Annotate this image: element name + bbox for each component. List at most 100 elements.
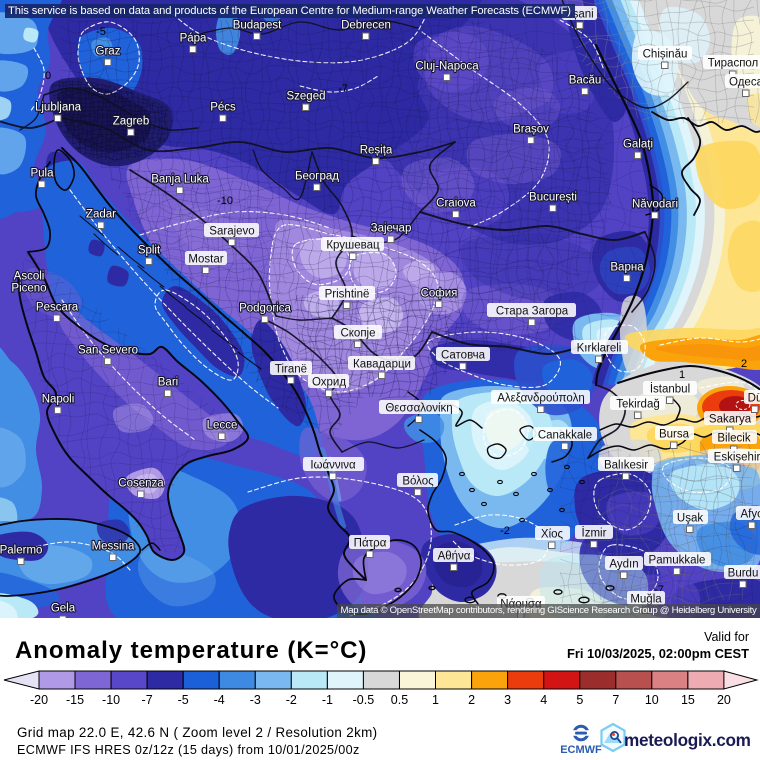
svg-text:10: 10 <box>645 693 659 707</box>
svg-text:София: София <box>421 288 458 300</box>
svg-text:Зајечар: Зајечар <box>371 223 412 235</box>
svg-text:Gela: Gela <box>51 603 76 615</box>
svg-text:Uşak: Uşak <box>677 513 703 525</box>
svg-text:Одеса: Одеса <box>729 77 760 89</box>
svg-text:Стара Загора: Стара Загора <box>496 306 569 318</box>
svg-text:Podgorica: Podgorica <box>239 303 291 315</box>
svg-text:Lecce: Lecce <box>207 420 238 432</box>
svg-text:Eskişehir: Eskişehir <box>714 452 760 464</box>
svg-text:Messina: Messina <box>92 541 135 553</box>
svg-text:0: 0 <box>45 70 51 82</box>
svg-text:Крушевац: Крушевац <box>326 240 380 252</box>
svg-text:1: 1 <box>432 693 439 707</box>
svg-text:Bari: Bari <box>158 377 178 389</box>
svg-text:Muğla: Muğla <box>630 594 662 606</box>
svg-text:0.5: 0.5 <box>391 693 408 707</box>
svg-text:Sarajevo: Sarajevo <box>209 226 254 238</box>
svg-text:Ιωάννινα: Ιωάννινα <box>310 460 356 472</box>
svg-text:Охрид: Охрид <box>312 377 346 389</box>
svg-text:Banja Luka: Banja Luka <box>151 174 209 186</box>
svg-text:Χίος: Χίος <box>541 529 564 541</box>
svg-text:ECMWF: ECMWF <box>560 744 602 756</box>
svg-text:2: 2 <box>468 693 475 707</box>
svg-text:Αλεξανδρούπολη: Αλεξανδρούπολη <box>497 393 585 405</box>
svg-text:Sakarya: Sakarya <box>709 414 752 426</box>
svg-text:Cluj-Napoca: Cluj-Napoca <box>415 61 479 73</box>
svg-text:Pécs: Pécs <box>210 102 236 114</box>
svg-text:Reșița: Reșița <box>360 145 393 157</box>
svg-text:Πάτρα: Πάτρα <box>354 538 387 550</box>
svg-text:Napoli: Napoli <box>42 394 75 406</box>
svg-text:İzmir: İzmir <box>582 527 607 540</box>
svg-text:Galați: Galați <box>623 139 653 151</box>
svg-text:meteologix.com: meteologix.com <box>624 730 751 750</box>
svg-text:İstanbul: İstanbul <box>650 383 690 396</box>
svg-text:Craiova: Craiova <box>436 198 476 210</box>
svg-text:-7: -7 <box>654 584 664 596</box>
svg-text:-1: -1 <box>322 693 333 707</box>
svg-text:Bursa: Bursa <box>659 429 690 441</box>
svg-text:Kırklareli: Kırklareli <box>577 343 622 355</box>
svg-text:San Severo: San Severo <box>78 345 138 357</box>
svg-text:Dü: Dü <box>748 393 760 405</box>
svg-text:Szeged: Szeged <box>286 91 325 103</box>
svg-text:-5: -5 <box>96 26 106 38</box>
svg-text:Скопје: Скопје <box>340 328 375 340</box>
svg-text:20: 20 <box>717 693 731 707</box>
svg-text:Palermo: Palermo <box>0 545 42 557</box>
svg-text:-2: -2 <box>286 693 297 707</box>
svg-text:-10: -10 <box>217 195 233 207</box>
svg-text:Београд: Београд <box>295 171 339 183</box>
svg-text:-7: -7 <box>338 83 348 95</box>
svg-text:Αθήνα: Αθήνα <box>438 551 471 563</box>
svg-text:Afyo: Afyo <box>740 509 760 521</box>
svg-text:-15: -15 <box>66 693 84 707</box>
svg-text:Brașov: Brașov <box>513 124 549 136</box>
svg-text:Bilecik: Bilecik <box>717 433 750 445</box>
svg-text:-2: -2 <box>500 525 510 537</box>
svg-text:Piceno: Piceno <box>11 283 46 295</box>
svg-text:4: 4 <box>540 693 547 707</box>
svg-text:Split: Split <box>138 245 161 257</box>
svg-text:5: 5 <box>576 693 583 707</box>
svg-text:Cosenza: Cosenza <box>118 478 164 490</box>
svg-text:Βόλος: Βόλος <box>402 476 434 488</box>
svg-text:1: 1 <box>679 369 685 381</box>
svg-text:7: 7 <box>612 693 619 707</box>
svg-text:Θεσσαλονίκη: Θεσσαλονίκη <box>385 403 452 415</box>
svg-text:-5: -5 <box>178 693 189 707</box>
svg-text:Pula: Pula <box>30 168 54 180</box>
svg-text:Prishtinë: Prishtinë <box>325 289 370 301</box>
svg-text:2: 2 <box>741 358 747 370</box>
svg-text:Debrecen: Debrecen <box>341 20 391 32</box>
svg-text:Сатовча: Сатовча <box>441 350 486 362</box>
svg-text:Тираспол: Тираспол <box>708 58 759 70</box>
svg-text:-4: -4 <box>214 693 225 707</box>
svg-text:Balıkesir: Balıkesir <box>604 460 648 472</box>
svg-text:Pescara: Pescara <box>36 302 79 314</box>
svg-text:Chișinău: Chișinău <box>643 49 688 61</box>
svg-text:Graz: Graz <box>96 46 121 58</box>
svg-text:Ascoli: Ascoli <box>14 271 45 283</box>
svg-text:15: 15 <box>681 693 695 707</box>
svg-text:-10: -10 <box>102 693 120 707</box>
svg-text:Pápa: Pápa <box>180 33 207 45</box>
svg-text:Tiranë: Tiranë <box>275 364 307 376</box>
svg-text:-3: -3 <box>250 693 261 707</box>
svg-text:Tekirdağ: Tekirdağ <box>616 399 659 411</box>
svg-text:3: 3 <box>504 693 511 707</box>
svg-text:Zadar: Zadar <box>86 209 116 221</box>
svg-text:Năvodari: Năvodari <box>632 199 678 211</box>
svg-text:Aydın: Aydın <box>609 559 638 571</box>
svg-text:Pamukkale: Pamukkale <box>649 555 706 567</box>
svg-text:Ljubljana: Ljubljana <box>35 102 82 114</box>
svg-text:Zagreb: Zagreb <box>113 116 149 128</box>
svg-text:Bacău: Bacău <box>569 75 602 87</box>
svg-text:-0.5: -0.5 <box>353 693 375 707</box>
svg-text:București: București <box>529 192 577 204</box>
svg-text:Кавадарци: Кавадарци <box>353 359 411 371</box>
svg-text:-7: -7 <box>142 693 153 707</box>
svg-text:Burdu: Burdu <box>728 568 759 580</box>
svg-text:Mostar: Mostar <box>188 254 223 266</box>
svg-text:-20: -20 <box>30 693 48 707</box>
